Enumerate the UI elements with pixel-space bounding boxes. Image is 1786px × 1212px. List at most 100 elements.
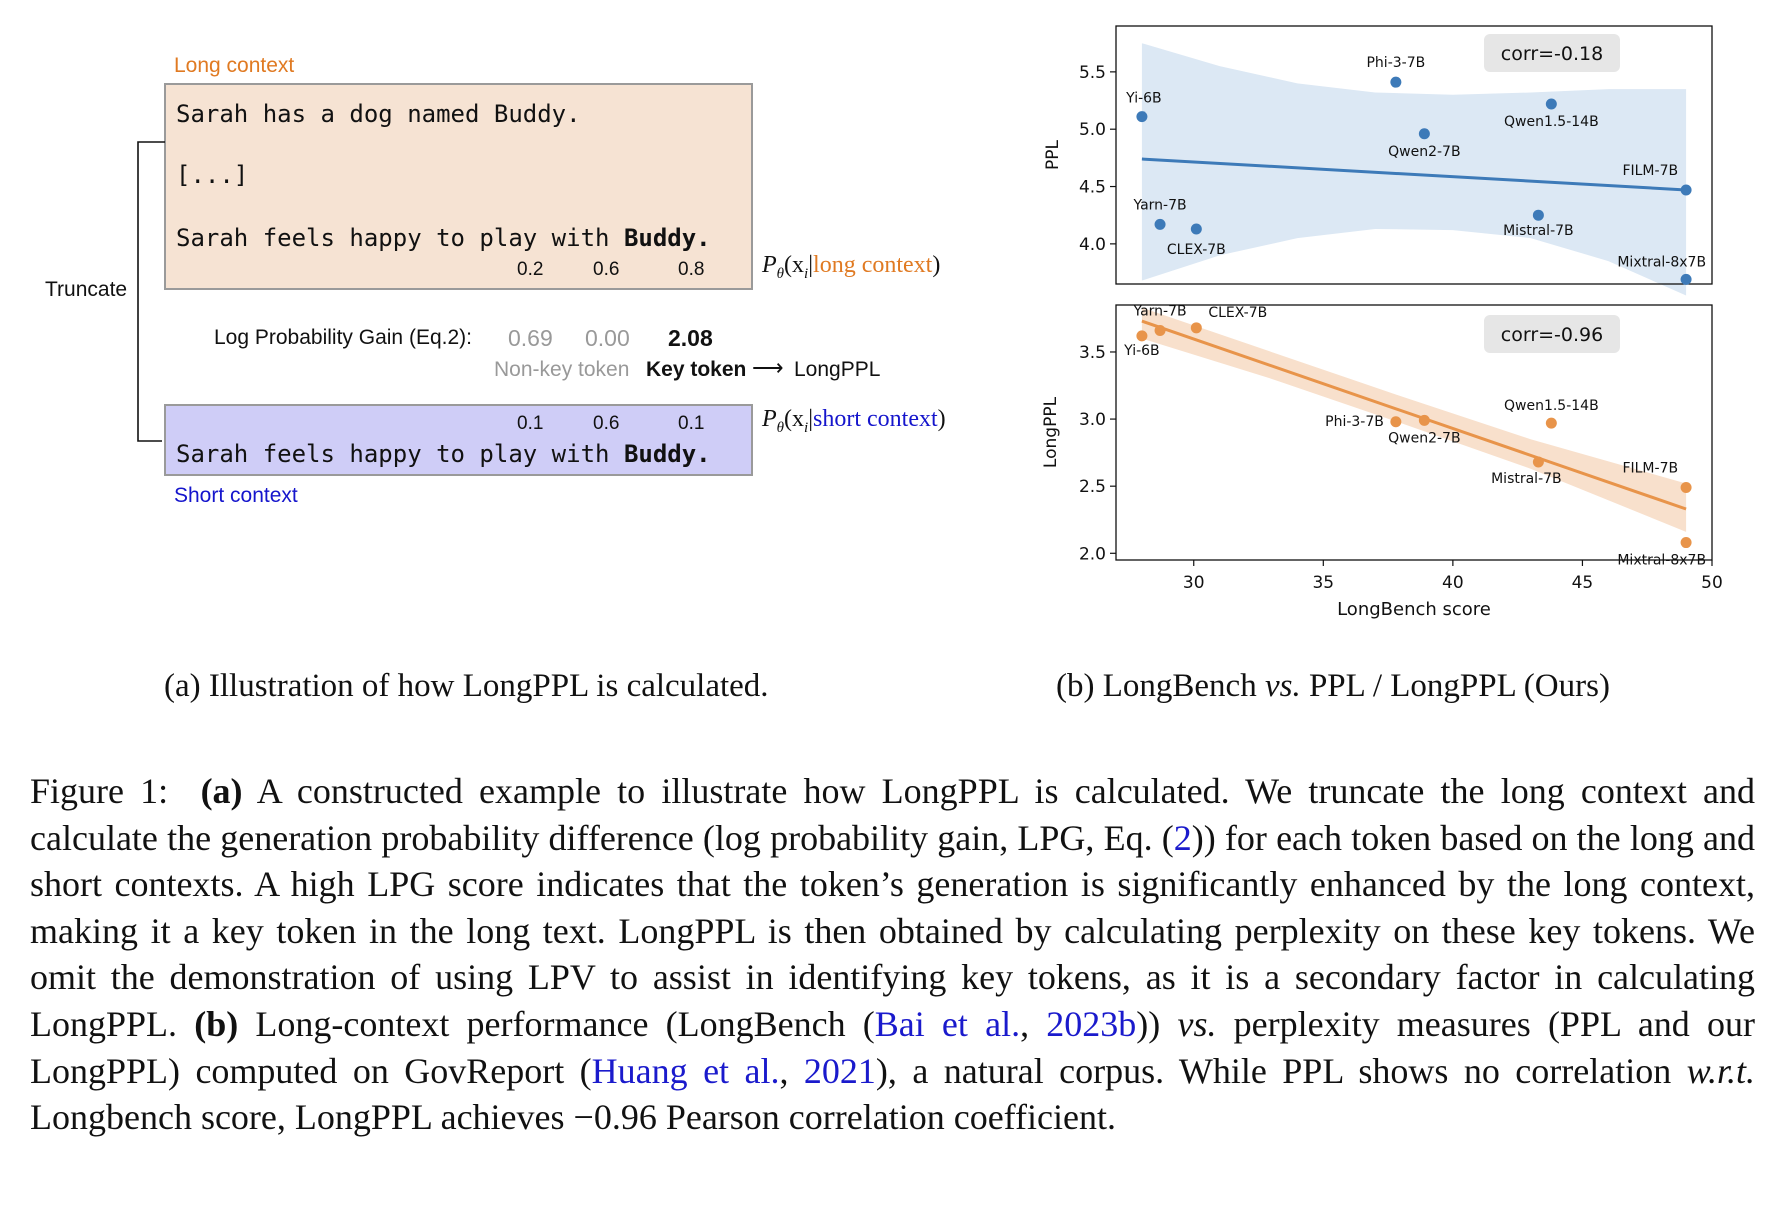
long-context-line-2: [...] (176, 161, 249, 189)
short-condition-formula: Pθ(xi|short context) (762, 406, 946, 437)
caption-b-text4: ), a natural corpus. While PPL shows no … (875, 1050, 1687, 1091)
long-context-term: long context (813, 252, 933, 278)
caption-b-text: Long-context performance (LongBench ( (238, 1003, 875, 1044)
y-tick-label: 3.5 (1079, 343, 1106, 363)
data-point (1545, 98, 1557, 110)
regression-line (1141, 157, 1687, 192)
citation-link-huang[interactable]: Huang et al. (591, 1050, 780, 1091)
data-point (1136, 330, 1148, 342)
long-context-line-1: Sarah has a dog named Buddy. (176, 100, 581, 128)
caption-b-text5: Longbench score, LongPPL achieves −0.96 … (30, 1097, 1116, 1138)
arrow-icon: ⟶ (752, 355, 784, 380)
citation-link-bai-year[interactable]: 2023b (1046, 1003, 1137, 1044)
formula-close: ) (937, 406, 946, 432)
regression-line (1141, 319, 1687, 511)
equation-link[interactable]: 2 (1173, 817, 1192, 858)
lpg-value-2: 0.00 (585, 325, 630, 351)
formula-bar: | (808, 252, 814, 278)
subcaption-b-post: PPL / LongPPL (Ours) (1300, 668, 1610, 704)
x-tick-label: 50 (1701, 573, 1723, 593)
point-label: Yi-6B (1125, 91, 1162, 107)
y-tick-label: 2.0 (1079, 544, 1106, 564)
long-last-prefix: Sarah feels happy to play with (176, 224, 624, 252)
figure-caption: Figure 1: (a) A constructed example to i… (30, 768, 1755, 1141)
point-label: FILM-7B (1622, 461, 1678, 477)
caption-b-text3: perplexity measures (PPL and our LongPPL… (30, 1003, 1755, 1091)
long-context-label: Long context (174, 54, 295, 77)
long-context-box (164, 83, 753, 290)
x-tick-label: 45 (1572, 573, 1594, 593)
i-subscript: i (804, 419, 809, 436)
data-point (1680, 273, 1692, 285)
long-prob-3: 0.8 (678, 259, 705, 280)
data-point (1154, 325, 1166, 336)
data-point (1190, 322, 1202, 334)
subcaption-b: (b) LongBench vs. PPL / LongPPL (Ours) (1056, 668, 1610, 705)
formula-x: (x (784, 406, 805, 432)
short-key-token: Buddy. (623, 440, 711, 468)
point-label: Mixtral-8x7B (1617, 553, 1706, 569)
y-tick-label: 4.0 (1079, 235, 1106, 255)
caption-b-label: (b) (194, 1003, 239, 1044)
long-condition-formula: Pθ(xi|long context) (762, 252, 940, 283)
point-label: Qwen1.5-14B (1504, 398, 1599, 414)
y-tick-label: 2.5 (1079, 477, 1106, 497)
point-label: Yarn-7B (1132, 304, 1186, 320)
long-prob-2: 0.6 (593, 259, 620, 280)
x-tick-label: 40 (1442, 573, 1464, 593)
prob-symbol: P (762, 406, 777, 432)
point-label: Yarn-7B (1132, 197, 1186, 213)
citation-sep: , (779, 1050, 804, 1091)
long-prob-1: 0.2 (517, 259, 544, 280)
short-prob-overlay-2: 0.6 (593, 413, 620, 434)
formula-x: (x (784, 252, 805, 278)
caption-a-text2: )) for each token based on the long and … (30, 817, 1756, 1044)
citation-link-bai[interactable]: Bai et al. (874, 1003, 1021, 1044)
data-point (1545, 417, 1557, 429)
long-context-line-3: Sarah feels happy to play with Buddy. (176, 224, 711, 252)
long-last-key-token: Buddy. (623, 224, 711, 252)
data-point (1390, 76, 1402, 88)
corr-box (1484, 34, 1620, 72)
corr-box (1484, 315, 1620, 353)
data-point (1390, 416, 1402, 428)
corr-label: corr=-0.18 (1501, 43, 1603, 65)
theta-subscript: θ (776, 419, 785, 436)
plot-frame (1115, 25, 1713, 285)
data-point (1532, 209, 1544, 221)
point-label: Qwen1.5-14B (1504, 114, 1599, 130)
y-tick-label: 3.0 (1079, 410, 1106, 430)
caption-vs: vs. (1177, 1003, 1217, 1044)
y-tick-label: 4.5 (1079, 178, 1106, 198)
lpg-value-3: 2.08 (668, 325, 713, 351)
scatter-charts: 4.04.55.05.5PPLcorr=-0.18Yi-6BPhi-3-7BQw… (1041, 25, 1723, 620)
prob-symbol: P (762, 252, 777, 278)
short-prob-overlay-3: 0.1 (678, 413, 705, 434)
short-context-term: short context (813, 406, 938, 432)
point-label: Mistral-7B (1503, 223, 1574, 239)
figure-label: Figure 1: (30, 771, 169, 811)
plot-frame (1115, 304, 1713, 561)
longppl-label: LongPPL (794, 358, 881, 381)
nonkey-token-label: Non-key token (494, 358, 630, 381)
point-label: Qwen2-7B (1388, 430, 1460, 446)
theta-subscript: θ (776, 265, 785, 282)
x-tick-label: 30 (1183, 573, 1205, 593)
data-point (1680, 537, 1692, 549)
point-label: CLEX-7B (1167, 242, 1226, 258)
y-tick-label: 5.0 (1079, 120, 1106, 140)
i-subscript: i (804, 265, 809, 282)
y-axis-label: PPL (1043, 139, 1063, 170)
point-label: Qwen2-7B (1388, 144, 1460, 160)
data-point (1680, 184, 1692, 196)
citation-link-huang-year[interactable]: 2021 (803, 1050, 876, 1091)
point-label: Mistral-7B (1491, 471, 1562, 487)
point-label: FILM-7B (1622, 163, 1678, 179)
subcaption-b-pre: (b) LongBench (1056, 668, 1265, 704)
y-tick-label: 5.5 (1079, 63, 1106, 83)
citation-sep: , (1020, 1003, 1047, 1044)
caption-wrt: w.r.t. (1686, 1050, 1756, 1091)
data-point (1154, 218, 1166, 230)
short-prefix: Sarah feels happy to play with (176, 440, 624, 468)
short-prob-overlay-1: 0.1 (517, 413, 544, 434)
